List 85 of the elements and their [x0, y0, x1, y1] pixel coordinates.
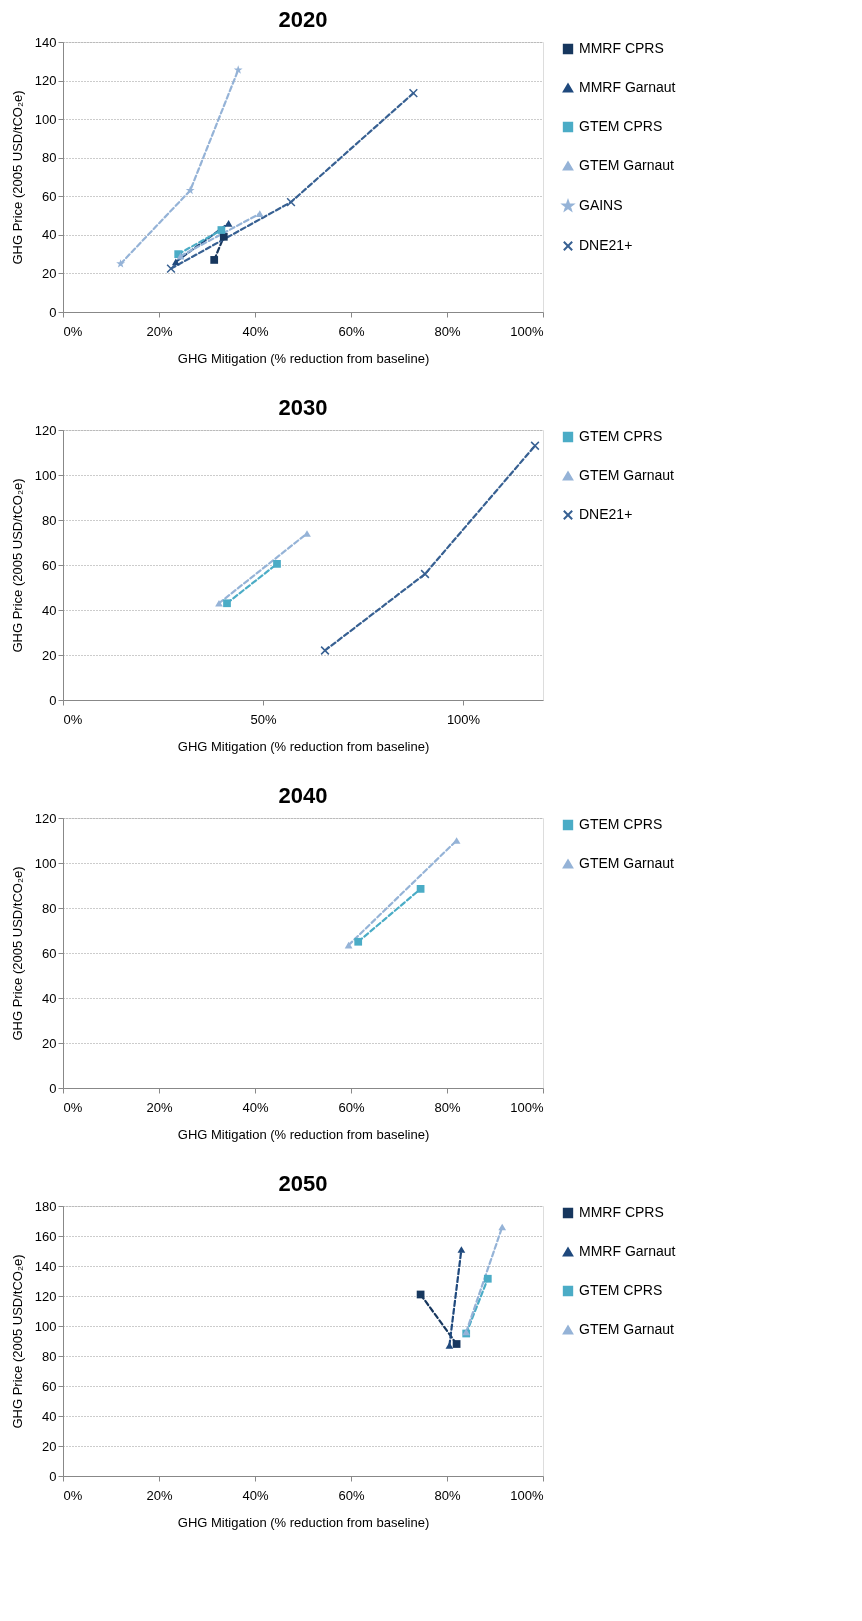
- y-tick-label: 100: [34, 467, 57, 483]
- y-tick-label: 60: [42, 945, 57, 961]
- y-tick-label: 20: [42, 1035, 57, 1051]
- y-tick-label: 140: [34, 34, 57, 50]
- legend-label: GTEM CPRS: [579, 118, 663, 134]
- y-tick-label: 120: [34, 73, 57, 89]
- legend-label: GTEM CPRS: [579, 428, 663, 444]
- y-tick-label: 20: [42, 265, 57, 281]
- chart-title: 2030: [278, 395, 328, 420]
- y-tick-label: 160: [34, 1228, 57, 1244]
- y-tick-label: 60: [42, 1378, 57, 1394]
- y-tick-label: 0: [49, 304, 57, 320]
- y-tick-label: 80: [42, 512, 57, 528]
- x-axis-title: GHG Mitigation (% reduction from baseline): [177, 350, 430, 366]
- x-tick-label: 100%: [510, 1099, 544, 1115]
- x-tick-label: 60%: [338, 323, 365, 339]
- chart-title: 2040: [278, 783, 328, 808]
- y-tick-label: 20: [42, 1438, 57, 1454]
- y-axis-title: GHG Price (2005 USD/tCO₂e): [9, 1254, 25, 1429]
- y-axis-title: GHG Price (2005 USD/tCO₂e): [9, 478, 25, 653]
- legend-label: GTEM Garnaut: [579, 467, 675, 483]
- point: [420, 569, 430, 579]
- y-tick-label: 60: [42, 557, 57, 573]
- y-tick-label: 40: [42, 227, 57, 243]
- y-tick-label: 100: [34, 111, 57, 127]
- point: [320, 645, 330, 656]
- x-tick-label: 0%: [63, 711, 83, 727]
- x-tick-label: 20%: [146, 1099, 173, 1115]
- y-axis-title: GHG Price (2005 USD/tCO₂e): [9, 90, 25, 265]
- x-axis-title: GHG Mitigation (% reduction from baseline): [177, 738, 430, 754]
- legend-label: GTEM Garnaut: [579, 1321, 675, 1337]
- x-tick-label: 60%: [338, 1487, 365, 1503]
- x-tick-label: 20%: [146, 1487, 173, 1503]
- point: [223, 599, 231, 608]
- x-tick-label: 40%: [242, 1487, 269, 1503]
- x-tick-label: 60%: [338, 1099, 365, 1115]
- y-tick-label: 60: [42, 188, 57, 204]
- y-tick-label: 20: [42, 647, 57, 663]
- legend-label: MMRF CPRS: [579, 40, 664, 56]
- x-tick-label: 100%: [446, 711, 481, 727]
- legend-label: DNE21+: [579, 506, 633, 522]
- legend-label: GTEM Garnaut: [579, 855, 675, 871]
- legend-label: GTEM Garnaut: [579, 157, 675, 173]
- legend-label: GTEM CPRS: [579, 816, 663, 832]
- y-tick-label: 0: [49, 1468, 57, 1484]
- y-tick-label: 180: [34, 1198, 57, 1214]
- y-tick-label: 0: [49, 1080, 57, 1096]
- legend-label: MMRF Garnaut: [579, 79, 676, 95]
- chart-title: 2020: [278, 7, 328, 32]
- y-tick-label: 80: [42, 150, 57, 166]
- y-tick-label: 100: [34, 1318, 57, 1334]
- chart-title: 2050: [278, 1171, 328, 1196]
- legend-label: GTEM CPRS: [579, 1282, 663, 1298]
- y-axis-title: GHG Price (2005 USD/tCO₂e): [9, 866, 25, 1041]
- x-tick-label: 80%: [434, 1099, 461, 1115]
- x-tick-label: 0%: [63, 1487, 83, 1503]
- legend-label: MMRF CPRS: [579, 1204, 664, 1220]
- y-tick-label: 100: [34, 855, 57, 871]
- x-tick-label: 0%: [63, 323, 83, 339]
- y-tick-label: 120: [34, 1288, 57, 1304]
- x-tick-label: 100%: [510, 1487, 544, 1503]
- y-tick-label: 40: [42, 990, 57, 1006]
- x-axis-title: GHG Mitigation (% reduction from baseline): [177, 1126, 430, 1142]
- legend-label: DNE21+: [579, 237, 633, 253]
- point: [530, 441, 540, 451]
- x-tick-label: 50%: [250, 711, 277, 727]
- y-tick-label: 40: [42, 602, 57, 618]
- x-tick-label: 80%: [434, 1487, 461, 1503]
- y-tick-label: 0: [49, 692, 57, 708]
- legend-label: GAINS: [579, 197, 623, 213]
- x-tick-label: 100%: [510, 323, 544, 339]
- x-tick-label: 0%: [63, 1099, 83, 1115]
- x-tick-label: 40%: [242, 323, 269, 339]
- x-tick-label: 80%: [434, 323, 461, 339]
- y-tick-label: 80: [42, 900, 57, 916]
- y-tick-label: 80: [42, 1348, 57, 1364]
- y-tick-label: 140: [34, 1258, 57, 1274]
- y-tick-label: 120: [34, 422, 57, 438]
- point: [273, 560, 281, 568]
- legend-label: MMRF Garnaut: [579, 1243, 676, 1259]
- y-tick-label: 40: [42, 1408, 57, 1424]
- x-tick-label: 20%: [146, 323, 173, 339]
- y-tick-label: 120: [34, 810, 57, 826]
- x-axis-title: GHG Mitigation (% reduction from baseline): [177, 1514, 430, 1530]
- x-tick-label: 40%: [242, 1099, 269, 1115]
